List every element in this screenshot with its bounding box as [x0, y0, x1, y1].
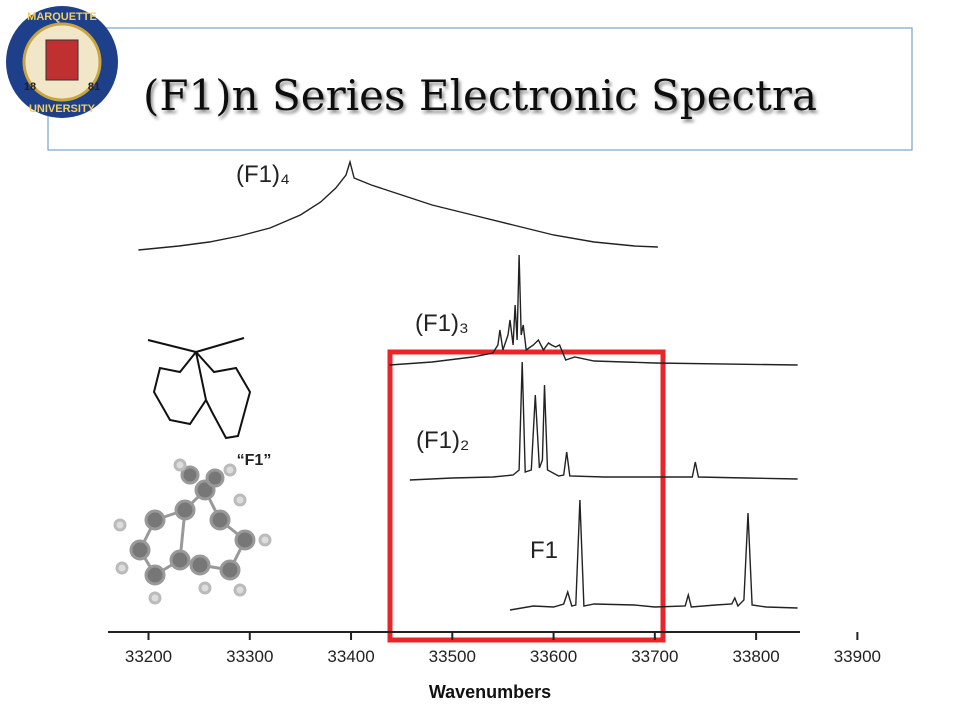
chart-title: (F1)n Series Electronic Spectra	[143, 71, 817, 120]
spectrum-line	[138, 159, 658, 251]
logo-shield	[45, 39, 79, 81]
x-tick-label: 33700	[631, 647, 678, 666]
logo-text: MARQUETTE	[27, 11, 97, 23]
series-label: (F1)₄	[236, 161, 290, 188]
spectrum-line	[389, 254, 798, 366]
logo-text: 18	[24, 81, 36, 93]
highlight-box	[387, 349, 666, 643]
x-tick-label: 33300	[226, 647, 273, 666]
x-tick-label: 33500	[429, 647, 476, 666]
ball-stick-model	[113, 458, 272, 605]
logo: MARQUETTE UNIVERSITY 18 81	[6, 6, 118, 118]
x-tick-label: 33900	[834, 647, 881, 666]
annotation: “F1”	[237, 452, 272, 469]
x-axis-label: Wavenumbers	[429, 682, 551, 702]
x-tick-label: 33400	[327, 647, 374, 666]
series-label: (F1)₂	[416, 427, 469, 454]
x-tick-label: 33200	[125, 647, 172, 666]
x-tick-label: 33800	[732, 647, 779, 666]
series-label: F1	[530, 537, 558, 564]
x-tick-label: 33600	[530, 647, 577, 666]
spectrum-line	[409, 361, 798, 481]
series-label: (F1)₃	[415, 310, 469, 337]
skeletal-structure	[147, 337, 252, 440]
logo-text: 81	[88, 81, 100, 93]
logo-text: UNIVERSITY	[29, 103, 96, 115]
spectrum-line	[509, 499, 798, 611]
